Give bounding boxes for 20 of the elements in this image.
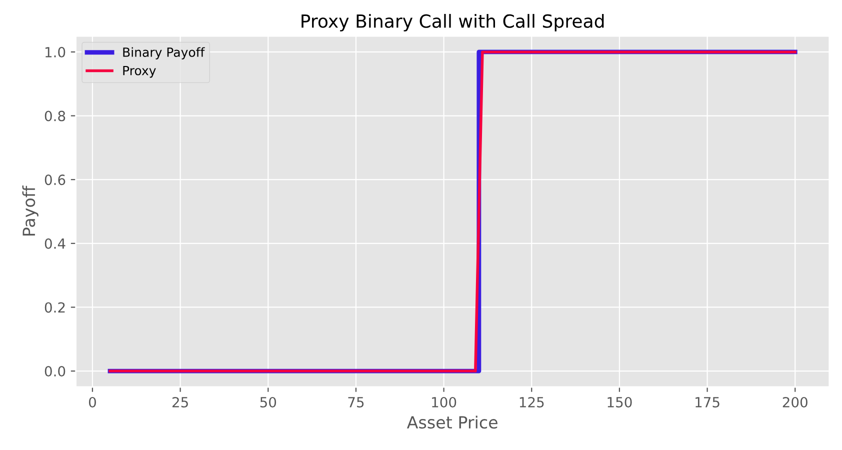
x-tick-label: 75 [348, 397, 364, 408]
legend-label: Proxy [123, 66, 156, 78]
x-tick-label: 50 [260, 396, 276, 408]
y-tick-label: 0.8 [44, 110, 66, 122]
y-tick-label: 0.0 [44, 366, 66, 377]
y-tick-label: 1.0 [45, 46, 66, 58]
y-tick-label: 0.2 [44, 302, 65, 313]
x-axis-title: Asset Price [406, 416, 498, 429]
y-axis-title: Payoff [22, 186, 38, 236]
x-tick-label: 175 [696, 397, 720, 408]
x-tick-label: 125 [520, 396, 544, 408]
y-tick-label: 0.6 [44, 174, 66, 186]
y-tick-label: 0.4 [44, 238, 66, 249]
x-tick-label: 0 [88, 396, 96, 408]
chart-title: Proxy Binary Call with Call Spread [302, 14, 604, 32]
x-tick-label: 100 [432, 396, 456, 408]
x-tick-label: 25 [172, 396, 188, 408]
x-tick-label: 150 [608, 396, 632, 408]
x-tick-label: 200 [782, 396, 808, 408]
legend-label: Binary Payoff [123, 47, 205, 60]
